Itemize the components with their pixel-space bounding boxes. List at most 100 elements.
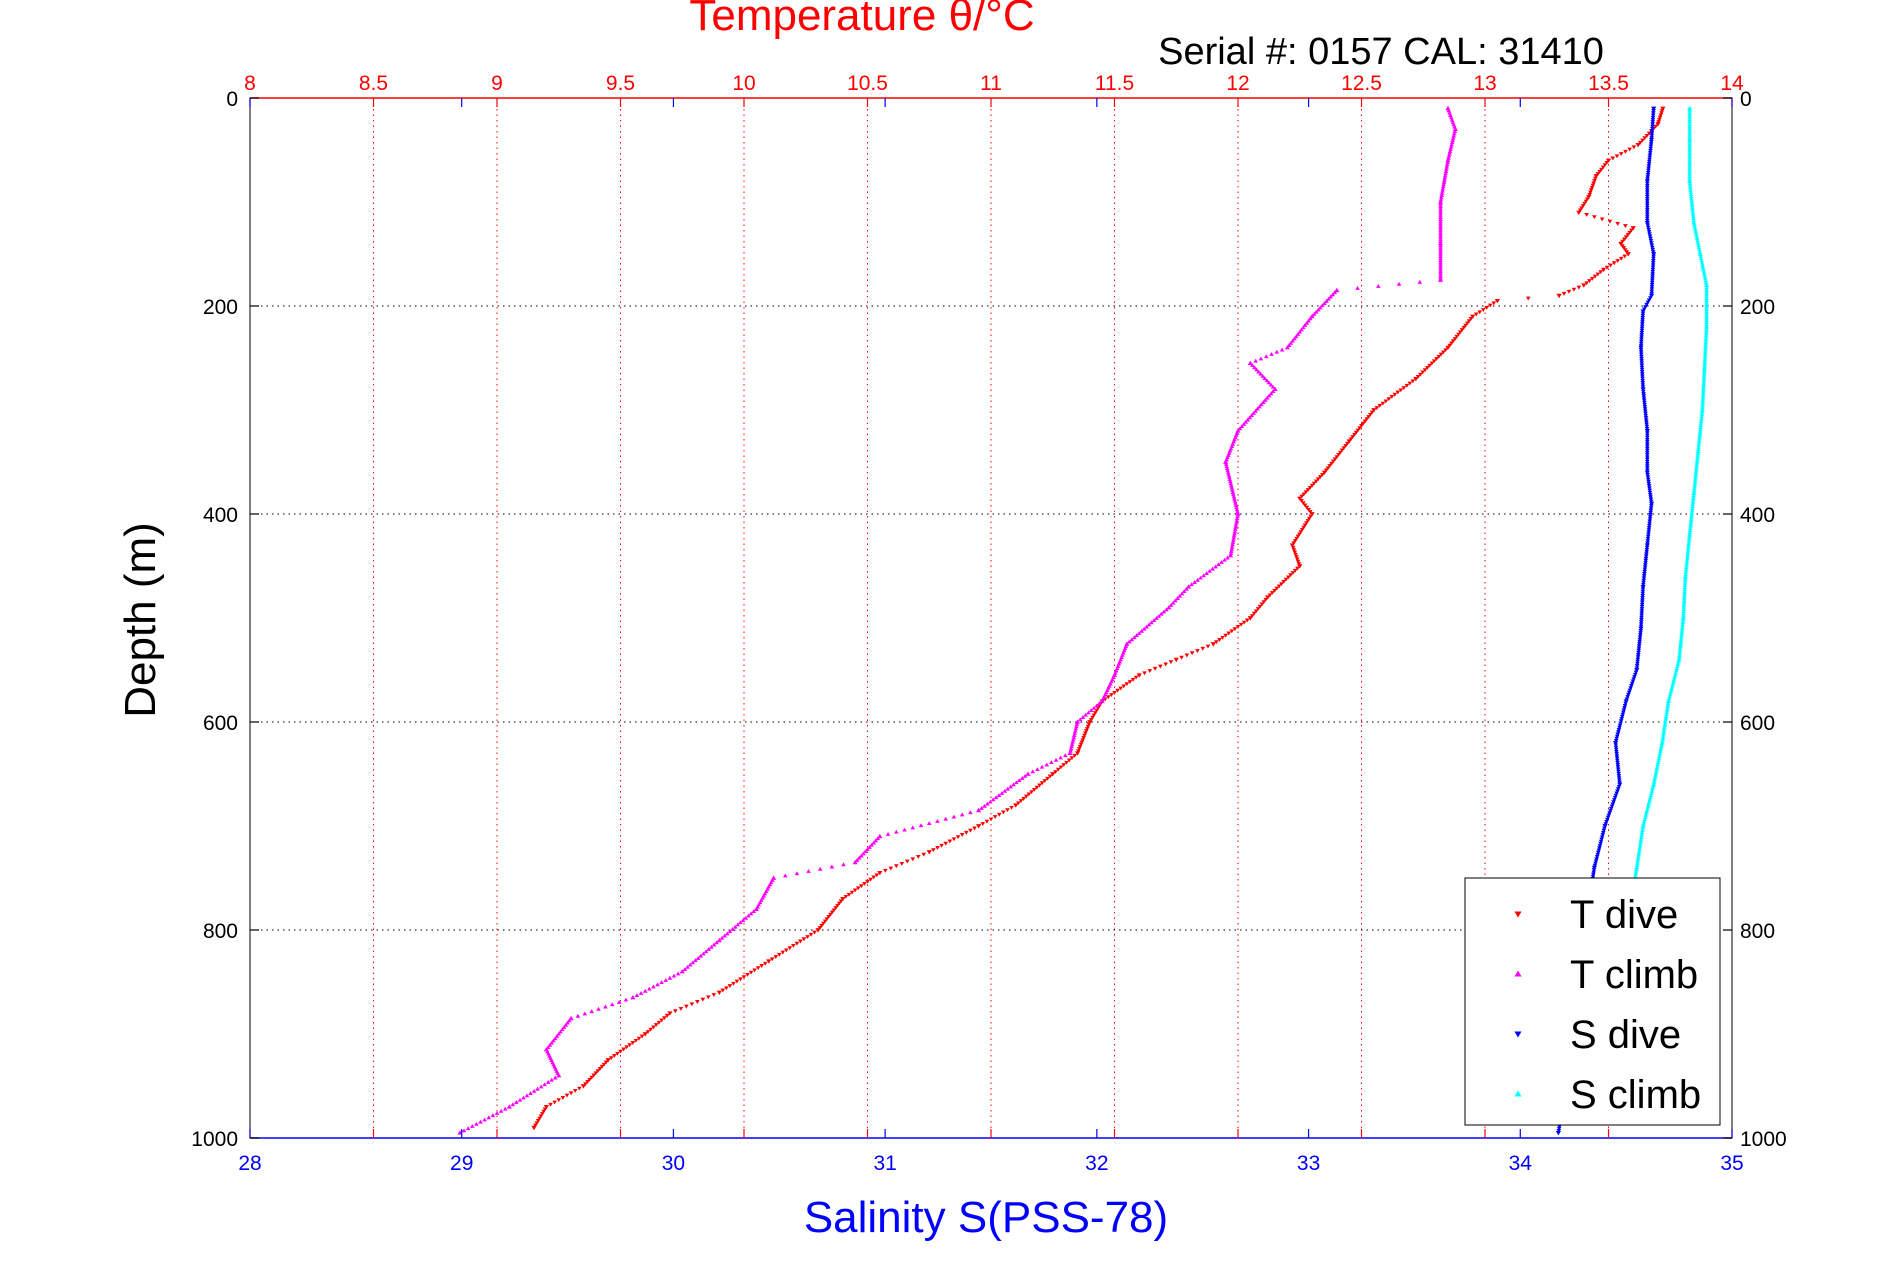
data-point [1643, 409, 1648, 414]
data-point [1645, 214, 1650, 219]
data-point [1121, 684, 1127, 689]
data-point [648, 1027, 653, 1032]
data-point [673, 1009, 678, 1014]
data-point [551, 1038, 556, 1043]
data-point [1657, 115, 1663, 120]
depth-tick-label: 1000 [191, 1128, 238, 1151]
data-point [755, 966, 761, 971]
data-point [836, 901, 842, 906]
data-point [1294, 557, 1300, 562]
data-point [1452, 337, 1458, 341]
data-point [1590, 183, 1596, 188]
data-point [1230, 540, 1236, 545]
data-point [1255, 607, 1261, 612]
data-point [1217, 638, 1222, 642]
data-point [1440, 184, 1446, 189]
data-point [1690, 209, 1696, 214]
data-point [1642, 565, 1648, 570]
data-point [1702, 352, 1708, 357]
data-point [1690, 499, 1696, 504]
data-point [1700, 262, 1705, 267]
data-point [1693, 231, 1699, 236]
data-point [1077, 744, 1083, 749]
data-point [1664, 709, 1670, 714]
data-point [1639, 326, 1645, 331]
data-point [1614, 749, 1619, 754]
data-point [651, 984, 656, 989]
data-point [1649, 291, 1654, 296]
data-point [1355, 428, 1361, 433]
data-point [738, 920, 743, 925]
data-point [1644, 179, 1650, 184]
data-point [1675, 663, 1680, 668]
data-point [1639, 328, 1645, 333]
data-point [1644, 547, 1650, 552]
data-point [921, 852, 927, 857]
data-point [1659, 742, 1664, 747]
data-point [1639, 356, 1644, 361]
data-point [730, 926, 735, 931]
data-point [1201, 573, 1206, 578]
data-point [1332, 290, 1338, 295]
data-point [1640, 387, 1646, 392]
data-point [1695, 455, 1700, 460]
data-point [1438, 236, 1443, 241]
data-point [1177, 593, 1183, 598]
data-point [1309, 512, 1315, 517]
depth-tick-label: 1000 [1740, 1128, 1787, 1151]
data-point [1703, 348, 1708, 353]
data-point [1657, 117, 1662, 122]
data-point [1653, 124, 1659, 129]
data-point [1438, 352, 1444, 357]
data-point [642, 1032, 648, 1037]
data-point [1389, 395, 1395, 399]
data-point [1213, 564, 1218, 569]
data-point [1420, 370, 1426, 375]
data-point [1687, 154, 1692, 159]
data-point [985, 801, 990, 806]
data-point [1234, 520, 1239, 525]
data-point [1645, 455, 1650, 460]
data-point [1701, 374, 1707, 379]
data-point [1232, 527, 1238, 531]
data-point [580, 1084, 587, 1089]
data-point [1649, 283, 1655, 287]
data-point [1341, 446, 1347, 451]
data-point [1651, 254, 1656, 259]
data-point [1644, 427, 1650, 431]
data-point [1646, 131, 1652, 136]
data-point [1700, 403, 1705, 408]
data-point [1245, 417, 1251, 422]
data-point [1639, 363, 1645, 368]
data-point [1658, 749, 1663, 754]
data-point [1677, 652, 1682, 657]
data-point [1279, 347, 1285, 352]
data-point [1690, 207, 1695, 212]
data-point [1127, 680, 1133, 684]
data-point [987, 799, 993, 804]
data-point [1648, 142, 1654, 147]
data-point [1639, 613, 1644, 618]
data-point [1556, 1126, 1562, 1131]
data-point [1306, 318, 1311, 323]
data-point [1030, 769, 1036, 774]
data-point [1635, 856, 1641, 861]
data-point [773, 955, 779, 960]
data-point [1694, 458, 1700, 462]
data-point [1268, 391, 1274, 396]
data-point [1134, 633, 1140, 638]
data-point [1258, 356, 1264, 361]
data-point [1318, 305, 1323, 310]
data-point [1636, 648, 1642, 653]
data-point [1576, 285, 1582, 290]
data-point [1703, 342, 1709, 346]
data-point [859, 884, 864, 889]
data-point [1647, 232, 1652, 237]
data-point [1210, 642, 1216, 647]
data-point [1434, 357, 1439, 362]
data-point [1021, 796, 1026, 801]
data-point [1039, 764, 1045, 769]
data-point [1225, 470, 1231, 475]
data-point [1696, 447, 1701, 452]
data-point [1690, 506, 1695, 511]
